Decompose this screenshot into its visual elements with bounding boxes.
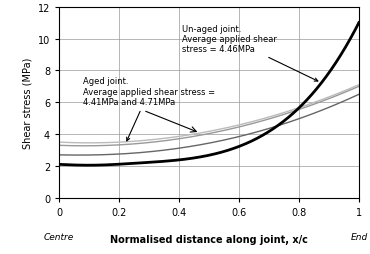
Y-axis label: Shear stress (MPa): Shear stress (MPa) <box>22 57 32 148</box>
Text: Un-aged joint.
Average applied shear
stress = 4.46MPa: Un-aged joint. Average applied shear str… <box>182 25 318 82</box>
Text: Aged joint.
Average applied shear stress =
4.41MPa and 4.71MPa: Aged joint. Average applied shear stress… <box>83 77 215 141</box>
X-axis label: Normalised distance along joint, x/c: Normalised distance along joint, x/c <box>110 234 308 244</box>
Text: Centre: Centre <box>44 232 74 241</box>
Text: End: End <box>350 232 367 241</box>
